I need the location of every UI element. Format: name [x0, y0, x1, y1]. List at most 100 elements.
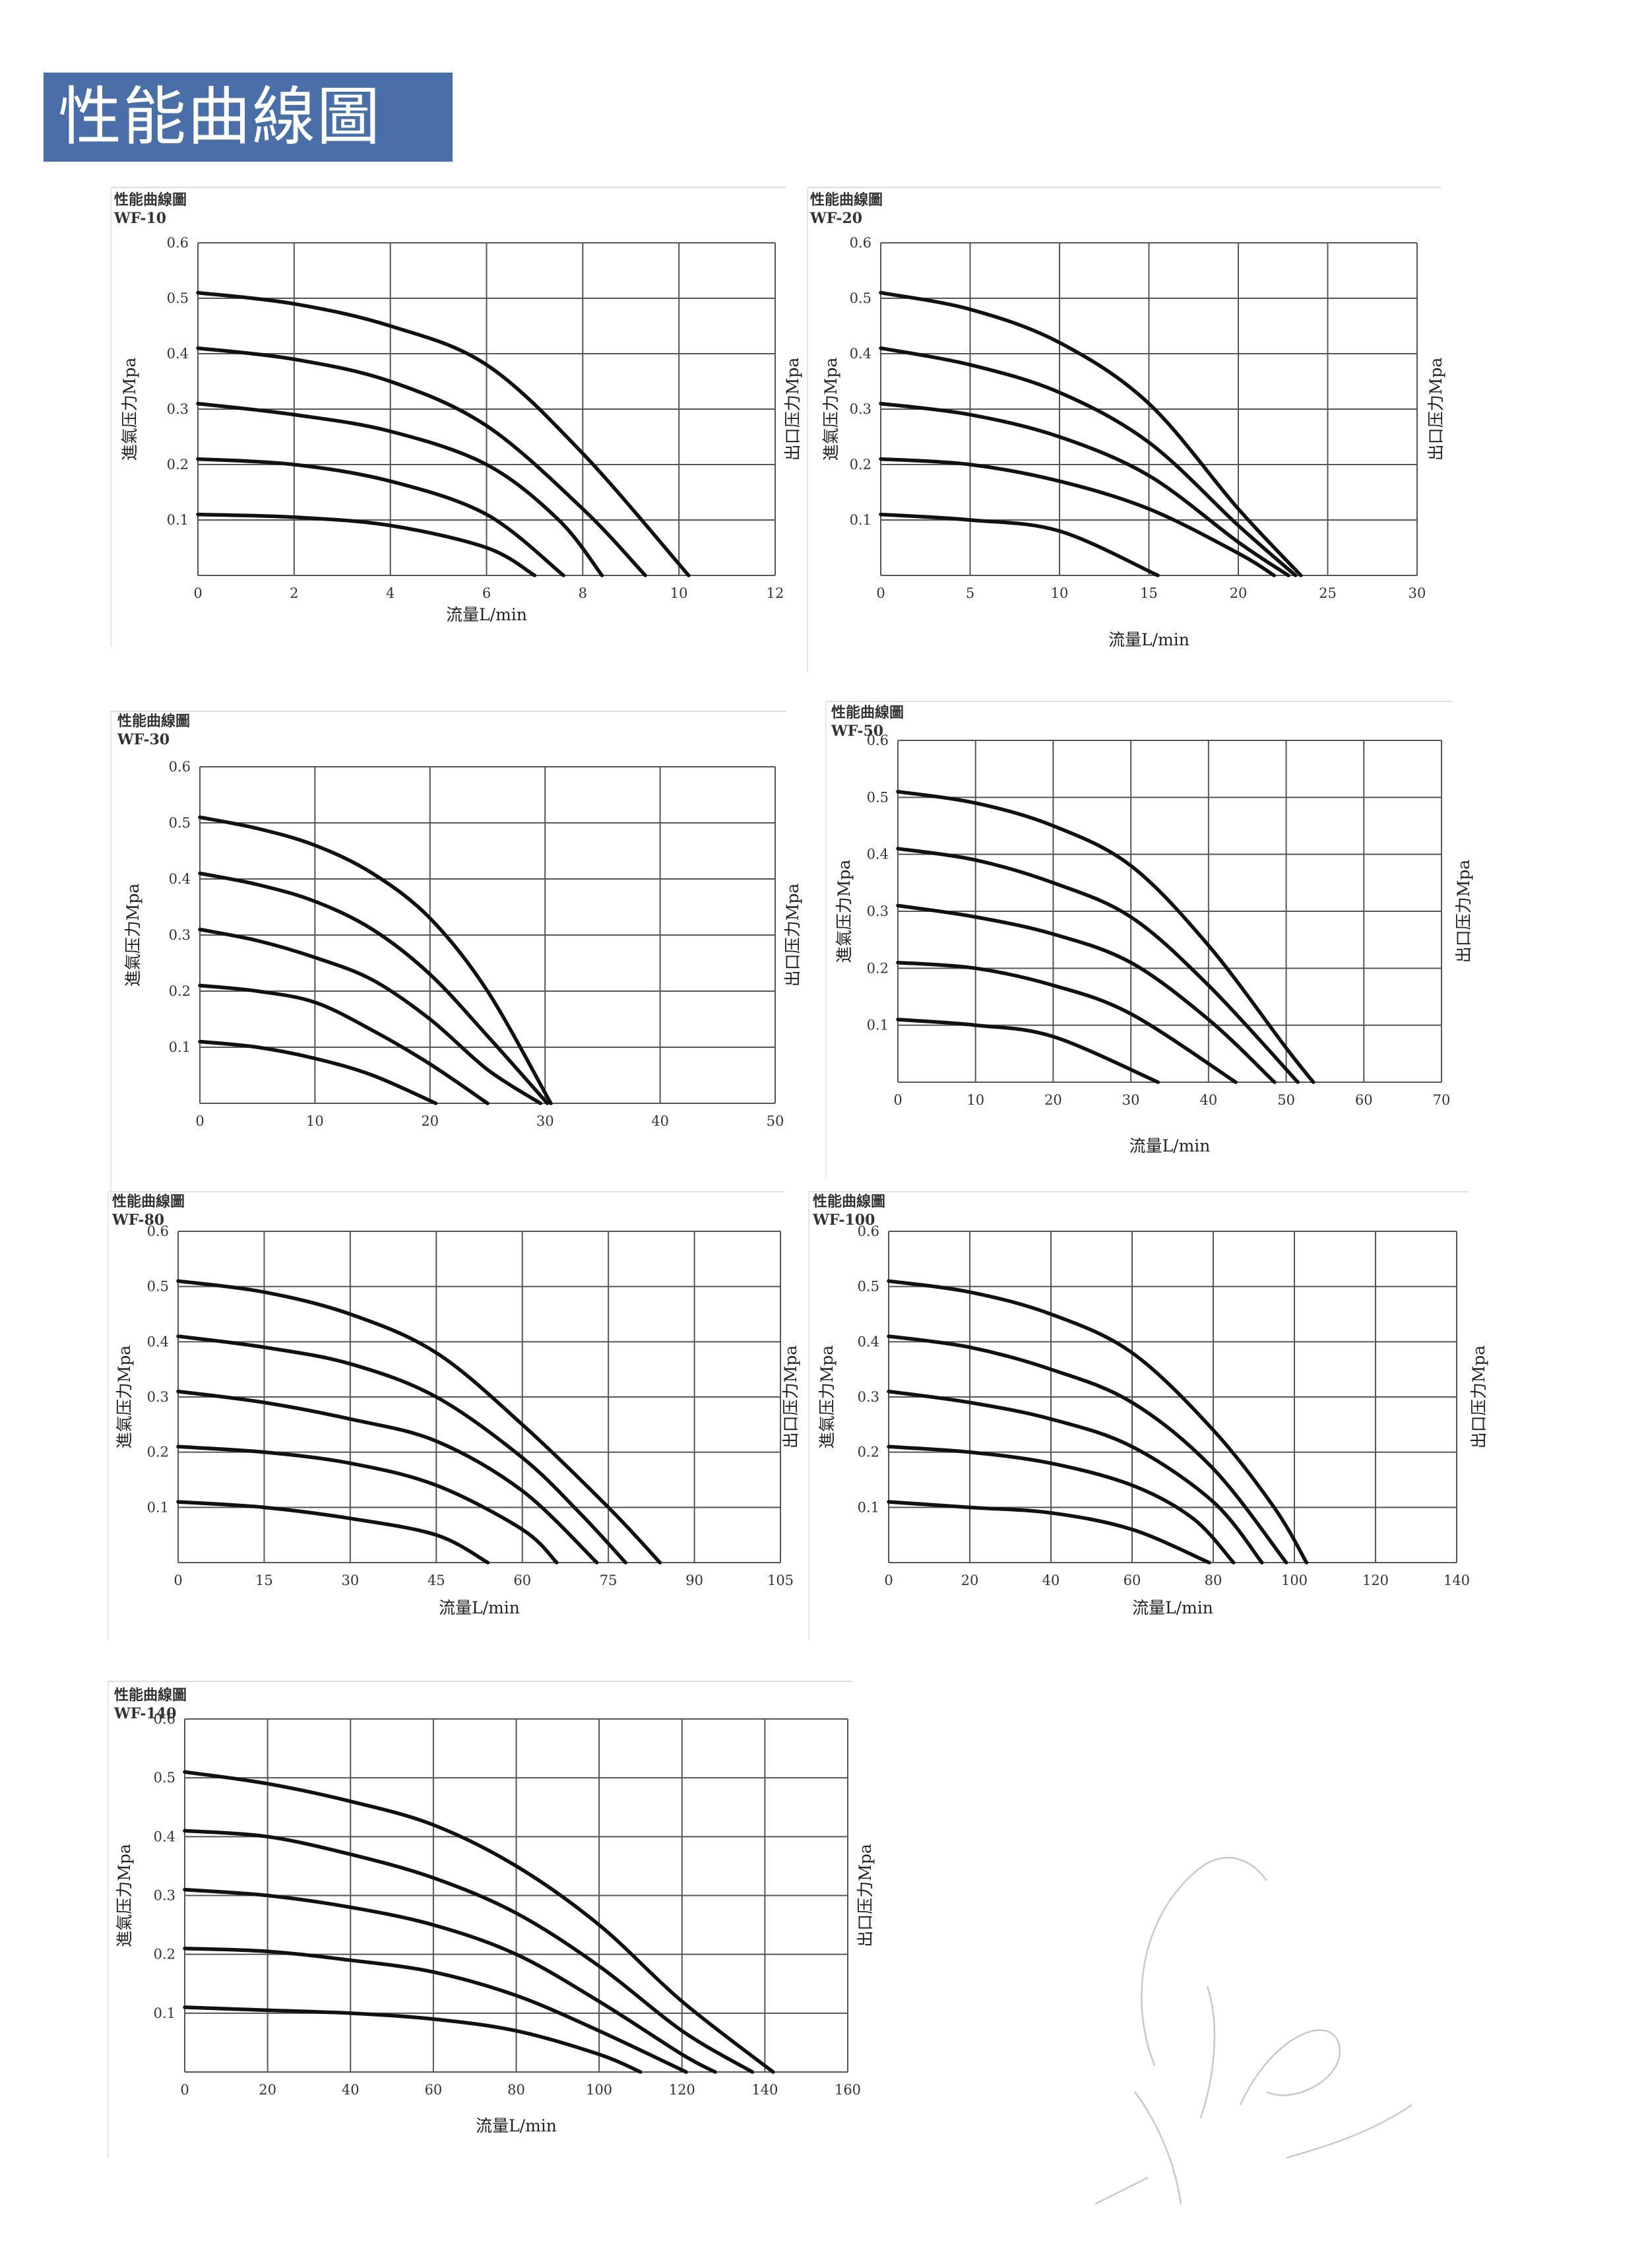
- series-line-2: [887, 1334, 1288, 1565]
- x-tick-label: 0: [193, 585, 202, 601]
- y-tick-label: 0.4: [858, 1334, 879, 1349]
- y-axis-label-left: 進氣压力Mpa: [115, 1345, 134, 1449]
- x-tick-label: 90: [685, 1572, 703, 1588]
- y-axis-label-right: 出口压力Mpa: [1454, 860, 1473, 963]
- y-tick-label: 0.1: [154, 2005, 175, 2021]
- y-tick-label: 0.3: [850, 401, 872, 417]
- series-line-1: [196, 290, 691, 577]
- x-tick-label: 100: [586, 2082, 612, 2098]
- x-tick-label: 8: [579, 585, 587, 601]
- x-axis-label: 流量L/min: [1129, 1136, 1211, 1155]
- y-tick-label: 0.3: [167, 401, 189, 417]
- series-line-2: [183, 1829, 755, 2074]
- x-tick-label: 100: [1281, 1572, 1308, 1588]
- x-tick-label: 120: [1362, 1572, 1389, 1588]
- y-tick-label: 0.3: [858, 1389, 879, 1405]
- series-line-1: [887, 1279, 1309, 1565]
- x-tick-label: 0: [180, 2082, 189, 2098]
- x-tick-label: 50: [767, 1113, 784, 1129]
- y-tick-label: 0.1: [858, 1499, 879, 1515]
- x-tick-label: 40: [342, 2082, 360, 2098]
- series-line-2: [879, 346, 1298, 577]
- y-tick-label: 0.2: [867, 960, 889, 976]
- series-line-1: [176, 1279, 662, 1565]
- x-tick-label: 0: [884, 1572, 893, 1588]
- series-line-3: [183, 1887, 717, 2074]
- series-line-4: [887, 1444, 1236, 1565]
- series-line-5: [879, 512, 1160, 577]
- x-tick-label: 105: [767, 1572, 794, 1588]
- x-tick-label: 20: [961, 1572, 979, 1588]
- model-label: WF-80: [111, 1212, 164, 1229]
- x-tick-label: 60: [513, 1572, 531, 1588]
- y-axis-label-left: 進氣压力Mpa: [120, 358, 139, 461]
- y-tick-label: 0.3: [154, 1888, 175, 1904]
- y-tick-label: 0.6: [154, 1711, 175, 1727]
- model-label: WF-20: [809, 210, 862, 227]
- x-tick-label: 20: [421, 1113, 439, 1129]
- series-line-2: [196, 346, 647, 577]
- series-line-3: [887, 1389, 1264, 1565]
- x-tick-label: 10: [306, 1113, 324, 1129]
- series-line-1: [896, 789, 1315, 1084]
- y-tick-label: 0.6: [169, 759, 191, 775]
- y-tick-label: 0.4: [867, 847, 889, 862]
- y-tick-label: 0.6: [850, 235, 872, 251]
- chart-wf-100: 性能曲線圖 WF-100 0 20 40 60 80 100 120 140 0.1 0.2 0.3 0.…: [808, 1191, 1488, 1640]
- series-line-3: [896, 903, 1277, 1084]
- x-tick-label: 20: [1044, 1092, 1062, 1108]
- x-tick-label: 45: [428, 1572, 445, 1588]
- panel-title: 性能曲線圖: [114, 1687, 187, 1704]
- x-tick-label: 60: [425, 2082, 443, 2098]
- panel-title: 性能曲線圖: [810, 191, 883, 209]
- y-axis-label-right: 出口压力Mpa: [1426, 358, 1445, 461]
- y-tick-label: 0.4: [167, 346, 189, 362]
- y-tick-label: 0.5: [169, 815, 191, 831]
- panel-title: 性能曲線圖: [112, 1193, 185, 1210]
- x-tick-label: 70: [1433, 1092, 1451, 1108]
- x-tick-label: 10: [967, 1092, 984, 1108]
- y-tick-label: 0.3: [169, 927, 191, 943]
- x-tick-label: 0: [195, 1113, 204, 1129]
- x-tick-label: 60: [1124, 1572, 1141, 1588]
- x-tick-label: 140: [751, 2082, 778, 2098]
- series-line-2: [896, 847, 1300, 1084]
- y-tick-label: 0.6: [167, 235, 189, 251]
- y-tick-label: 0.5: [867, 789, 889, 805]
- series-line-3: [196, 401, 604, 577]
- x-axis-label: 流量L/min: [476, 2116, 557, 2135]
- chart-wf-80: 性能曲線圖 WF-80 0 15 30 45 60 75 90 105 0.1 0.2 0.3 0.4 0.…: [108, 1191, 800, 1640]
- x-axis-label: 流量L/min: [1108, 630, 1189, 649]
- y-axis-label-right: 出口压力Mpa: [856, 1844, 875, 1947]
- series-line-5: [198, 1039, 438, 1105]
- y-tick-label: 0.5: [167, 290, 189, 306]
- series-line-4: [183, 1947, 688, 2074]
- y-axis-label-right: 出口压力Mpa: [781, 1345, 800, 1449]
- x-tick-label: 6: [482, 585, 491, 601]
- y-tick-label: 0.2: [850, 457, 872, 472]
- y-tick-label: 0.4: [850, 346, 872, 362]
- series-line-4: [896, 960, 1238, 1084]
- x-tick-label: 80: [1205, 1572, 1222, 1588]
- series-line-5: [887, 1500, 1211, 1565]
- y-tick-label: 0.6: [147, 1223, 169, 1239]
- y-axis-label-left: 進氣压力Mpa: [115, 1844, 134, 1947]
- y-tick-label: 0.5: [147, 1279, 169, 1295]
- y-tick-label: 0.2: [147, 1444, 169, 1460]
- x-tick-label: 40: [651, 1113, 669, 1129]
- series-line-2: [198, 871, 550, 1105]
- y-tick-label: 0.5: [858, 1279, 879, 1295]
- x-tick-label: 0: [174, 1572, 182, 1588]
- x-tick-label: 4: [386, 585, 395, 601]
- y-tick-label: 0.3: [147, 1389, 169, 1405]
- series-line-3: [176, 1389, 599, 1565]
- x-tick-label: 30: [536, 1113, 554, 1129]
- page-title: 性能曲線圖: [44, 73, 453, 162]
- y-axis-label-right: 出口压力Mpa: [1469, 1345, 1488, 1449]
- y-tick-label: 0.1: [167, 512, 189, 528]
- y-tick-label: 0.2: [858, 1444, 879, 1460]
- model-label: WF-100: [812, 1212, 875, 1229]
